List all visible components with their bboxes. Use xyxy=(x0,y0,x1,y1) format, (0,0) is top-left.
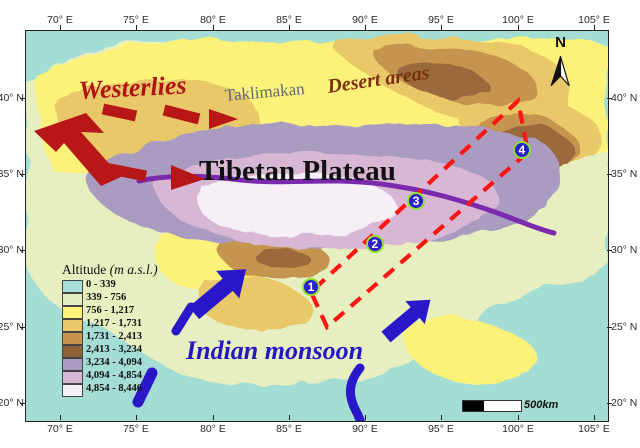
svg-text:N: N xyxy=(555,34,566,51)
